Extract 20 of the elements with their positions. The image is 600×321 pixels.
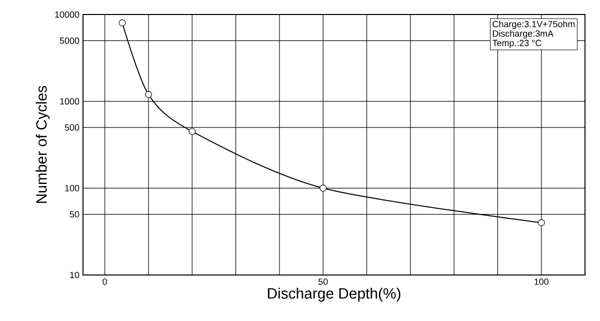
x-tick-label: 0 bbox=[102, 278, 107, 285]
x-tick-label: 50 bbox=[318, 278, 328, 285]
y-tick-label: 50 bbox=[70, 211, 80, 218]
y-tick-label: 10000 bbox=[55, 11, 80, 18]
annotation: Discharge:3mA bbox=[492, 30, 554, 38]
x-axis-title: Discharge Depth(%) bbox=[268, 288, 400, 302]
y-tick-label: 5000 bbox=[60, 37, 80, 44]
point bbox=[188, 128, 196, 135]
y-tick-label: 100 bbox=[65, 184, 80, 192]
point bbox=[320, 184, 327, 192]
point bbox=[538, 219, 545, 226]
y-tick-label: 1000 bbox=[60, 98, 80, 105]
y-tick-label: 10 bbox=[70, 272, 80, 278]
point bbox=[144, 90, 152, 98]
point bbox=[118, 19, 126, 26]
y-tick-label: 500 bbox=[64, 124, 80, 131]
x-tick-label: 100 bbox=[534, 278, 548, 285]
annotation: Charge:3.1V+75ohm bbox=[492, 20, 575, 30]
annotation: Temp.:23 °C bbox=[492, 40, 542, 48]
y-axis-title: Number of Cycles bbox=[36, 86, 50, 203]
